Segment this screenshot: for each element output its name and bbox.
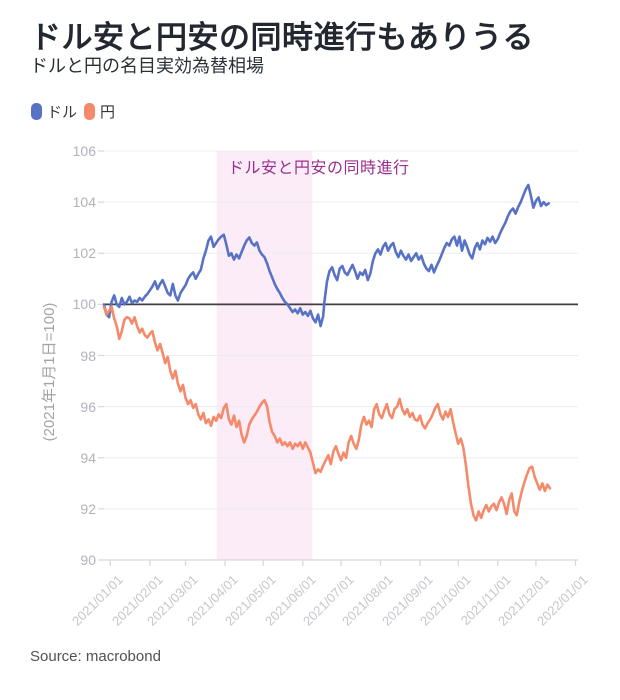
y-tick-label-100: 100	[72, 296, 96, 313]
band-annotation-label: ドル安と円安の同時進行	[228, 160, 410, 177]
yen-line	[102, 305, 552, 522]
y-tick-label-98: 98	[80, 347, 96, 364]
source-note: Source: macrobond	[30, 648, 161, 665]
y-tick-label-104: 104	[72, 194, 96, 211]
yen-legend-label: 円	[100, 104, 116, 121]
y-tick-label-94: 94	[80, 449, 96, 466]
y-tick-label-96: 96	[80, 398, 96, 415]
yen-legend-swatch	[84, 103, 96, 120]
y-axis-title: (2021年1月1日=100)	[41, 302, 58, 442]
chart-subtitle: ドルと円の名目実効為替相場	[30, 56, 264, 76]
legend-item-dollar: ドル	[31, 101, 77, 122]
legend-item-yen: 円	[84, 101, 115, 122]
y-tick-label-90: 90	[80, 552, 96, 568]
legend: ドル 円	[31, 101, 115, 122]
dollar-legend-label: ドル	[47, 104, 78, 121]
page-title: ドル安と円安の同時進行もありうる	[30, 20, 534, 55]
y-tick-label-92: 92	[80, 500, 96, 517]
y-tick-label-102: 102	[72, 245, 96, 262]
y-tick-label-106: 106	[72, 143, 96, 159]
dollar-line	[102, 183, 551, 328]
dollar-legend-swatch	[31, 103, 42, 120]
